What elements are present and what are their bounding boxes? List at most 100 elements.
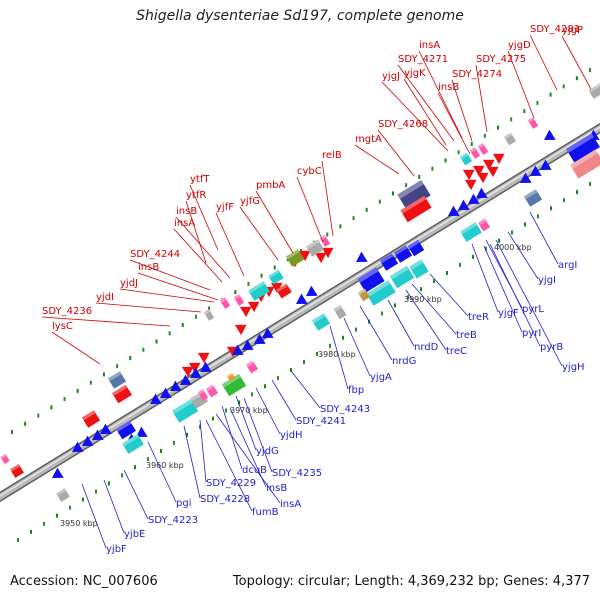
forward-cds-arrow-head xyxy=(476,172,489,184)
lower-track-tick xyxy=(407,295,409,300)
pink-cds-block-shine xyxy=(319,235,327,241)
gene-label-SDY_4223: SDY_4223 xyxy=(148,515,198,526)
upper-track-tick xyxy=(11,430,13,434)
reverse-cds-arrow-head xyxy=(52,467,64,478)
upper-track-tick xyxy=(129,355,132,360)
gene-label-insA: insA xyxy=(174,218,195,229)
pink-cds-block xyxy=(205,384,219,398)
reverse-cds-arrow-head xyxy=(356,251,368,262)
lower-track-tick xyxy=(498,238,500,243)
upper-track-tick xyxy=(168,331,171,336)
reverse-cds-arrow xyxy=(100,423,112,434)
cyan-cds-block-shine xyxy=(389,265,409,280)
steelblue-cds-block-shine xyxy=(523,189,538,200)
cyan-cds-block xyxy=(248,281,270,301)
pink-cds-block-body xyxy=(477,143,489,155)
upper-track-tick xyxy=(391,191,394,196)
lower-track-tick xyxy=(225,408,227,413)
grey-cds-block-body xyxy=(203,309,215,321)
leader-line xyxy=(271,379,297,421)
reverse-cds-arrow xyxy=(296,293,308,304)
salmon-cds-block xyxy=(570,149,600,179)
leader-line xyxy=(483,245,523,333)
lower-track-tick xyxy=(147,457,149,462)
cyan-cds-block-shine xyxy=(459,152,469,160)
leader-line xyxy=(229,407,267,488)
reverse-cds-arrow xyxy=(242,339,254,350)
leader-line xyxy=(183,425,201,499)
reverse-cds-arrow-head xyxy=(530,165,542,176)
reverse-cds-arrow xyxy=(530,165,542,176)
leader-line xyxy=(221,405,243,470)
cyan-cds-block xyxy=(311,313,331,331)
cyan-cds-block xyxy=(459,152,473,166)
reverse-cds-block-shine xyxy=(393,245,408,256)
reverse-cds-arrow-head xyxy=(254,333,266,344)
forward-cds-arrow xyxy=(270,282,283,294)
leader-line xyxy=(397,64,455,142)
reverse-cds-arrow-head xyxy=(160,387,172,398)
leader-line xyxy=(507,50,535,119)
forward-cds-block xyxy=(81,410,101,428)
lower-track-tick xyxy=(277,376,279,381)
lower-track-tick xyxy=(446,271,448,275)
gene-label-yjgA: yjgA xyxy=(370,372,392,383)
reverse-cds-arrow-head xyxy=(200,361,212,372)
reverse-cds-block-shine xyxy=(379,253,394,264)
leader-line xyxy=(81,483,107,549)
grey-cds-block xyxy=(56,488,70,502)
lower-track-tick xyxy=(485,246,487,251)
upper-track-tick xyxy=(431,166,434,171)
gene-label-insB: insB xyxy=(266,483,287,494)
gene-label-pyrI: pyrI xyxy=(522,328,541,339)
cyan-cds-block-body xyxy=(248,281,270,301)
forward-cds-arrow xyxy=(188,362,201,374)
leader-line xyxy=(95,302,202,313)
leader-line xyxy=(451,79,473,142)
forward-cds-block-shine xyxy=(81,410,96,421)
gene-label-ytfT: ytfT xyxy=(190,174,210,185)
reverse-cds-arrow-head xyxy=(476,187,488,198)
gene-label-yjgI: yjgI xyxy=(538,275,556,286)
reverse-cds-arrow-head xyxy=(448,205,460,217)
gene-label-SDY_4275: SDY_4275 xyxy=(476,54,526,65)
reverse-cds-arrow-head xyxy=(468,193,480,204)
leader-line xyxy=(291,371,321,409)
pink-cds-block-body xyxy=(205,384,219,398)
gene-label-insB: insB xyxy=(438,82,459,93)
reverse-cds-block-shine xyxy=(407,239,420,249)
leader-line xyxy=(41,316,171,327)
cyan-cds-block xyxy=(460,222,482,242)
tan-cds-block-body xyxy=(357,288,371,302)
lower-track-tick xyxy=(303,360,305,364)
cyan-cds-block-shine xyxy=(268,269,280,279)
lower-track-tick xyxy=(160,449,162,453)
gene-label-cybC: cybC xyxy=(297,166,322,177)
leader-line xyxy=(329,325,349,390)
cyan-cds-block-body xyxy=(311,313,331,331)
reverse-cds-block xyxy=(379,253,399,271)
gene-label-nrdD: nrdD xyxy=(414,342,439,353)
upper-track-tick xyxy=(589,68,591,72)
gene-label-treC: treC xyxy=(446,346,467,357)
gene-label-SDY_4241: SDY_4241 xyxy=(296,416,346,427)
forward-cds-arrow-head xyxy=(188,362,201,374)
pink-cds-block-shine xyxy=(0,454,7,460)
reverse-cds-block-body xyxy=(116,420,136,440)
forward-cds-arrow xyxy=(462,169,475,181)
pink-cds-block-shine xyxy=(197,389,205,395)
gene-label-SDY_4281: SDY_4281 xyxy=(530,24,580,35)
pink-cds-block-body xyxy=(0,454,10,464)
pink-cds-block xyxy=(233,294,245,306)
cyan-cds-block-shine xyxy=(122,434,140,447)
leader-line xyxy=(381,81,449,152)
reverse-cds-arrow xyxy=(170,380,182,391)
gene-label-yjdH: yjdH xyxy=(280,430,303,441)
leader-line xyxy=(185,200,207,264)
forward-cds-arrow xyxy=(464,179,477,191)
upper-track-tick xyxy=(444,158,447,163)
pink-cds-block-shine xyxy=(469,147,477,153)
upper-track-tick xyxy=(50,405,53,410)
kbp-position-label: 3980 kbp xyxy=(318,350,356,359)
gene-label-yjbE: yjbE xyxy=(124,529,145,540)
